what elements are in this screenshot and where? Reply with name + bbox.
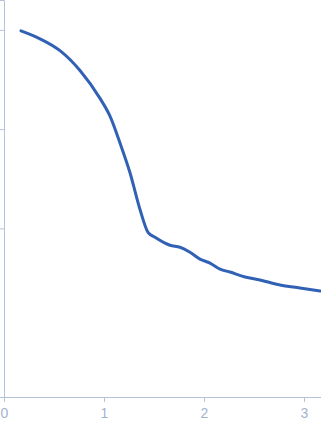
plot: 0 1 2 3 xyxy=(0,1,321,421)
x-tick-label: 0 xyxy=(1,405,9,421)
chart: 0 1 2 3 xyxy=(0,0,321,437)
x-tick-mark xyxy=(304,397,305,402)
y-axis-line xyxy=(0,1,5,398)
y-tick-mark xyxy=(0,129,4,130)
x-tick: 2 xyxy=(201,397,209,421)
x-tick: 1 xyxy=(101,397,109,421)
x-tick-label: 2 xyxy=(201,405,209,421)
x-axis: 0 1 2 3 xyxy=(1,397,321,421)
x-tick-label: 1 xyxy=(101,405,109,421)
x-tick: 0 xyxy=(1,397,9,421)
y-tick-mark xyxy=(0,30,4,31)
x-tick-mark xyxy=(104,397,105,402)
x-tick-mark xyxy=(204,397,205,402)
y-tick-mark xyxy=(0,228,4,229)
y-axis xyxy=(0,1,5,398)
x-tick: 3 xyxy=(301,397,309,421)
y-tick xyxy=(0,30,4,31)
series-line xyxy=(21,31,320,291)
x-axis-line xyxy=(5,398,321,403)
y-tick xyxy=(0,228,4,229)
y-tick xyxy=(0,129,4,130)
x-tick-label: 3 xyxy=(301,405,309,421)
data-layer xyxy=(21,31,320,291)
